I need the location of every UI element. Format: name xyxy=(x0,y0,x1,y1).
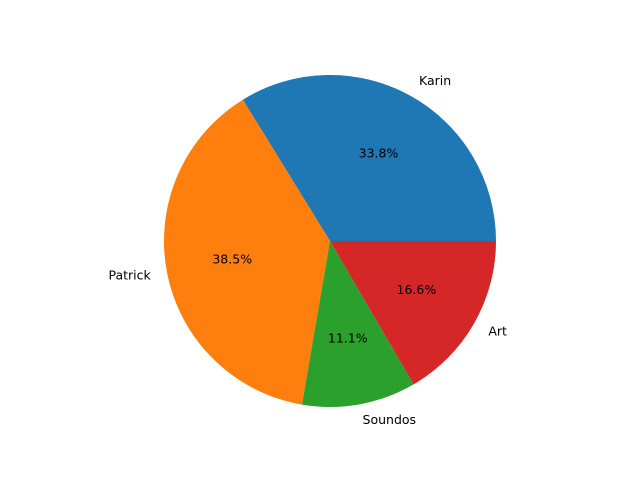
slice-label-art: Art xyxy=(488,323,507,338)
pie-slice-karin xyxy=(242,75,496,241)
slice-label-karin: Karin xyxy=(419,73,451,88)
pie-slices xyxy=(163,75,496,407)
pie-slice-patrick xyxy=(163,99,330,405)
slice-label-soundos: Soundos xyxy=(363,412,417,427)
percent-label-soundos: 11.1% xyxy=(328,331,368,346)
pie-slice-soundos xyxy=(301,241,414,407)
percent-label-karin: 33.8% xyxy=(359,146,399,161)
percent-label-patrick: 38.5% xyxy=(212,251,252,266)
pie-labels: Karin 33.8% Patrick 38.5% Soundos 11.1% Art 16.… xyxy=(108,73,507,427)
percent-label-art: 16.6% xyxy=(397,282,437,297)
pie-slice-art xyxy=(330,241,496,385)
slice-label-patrick: Patrick xyxy=(108,267,151,282)
